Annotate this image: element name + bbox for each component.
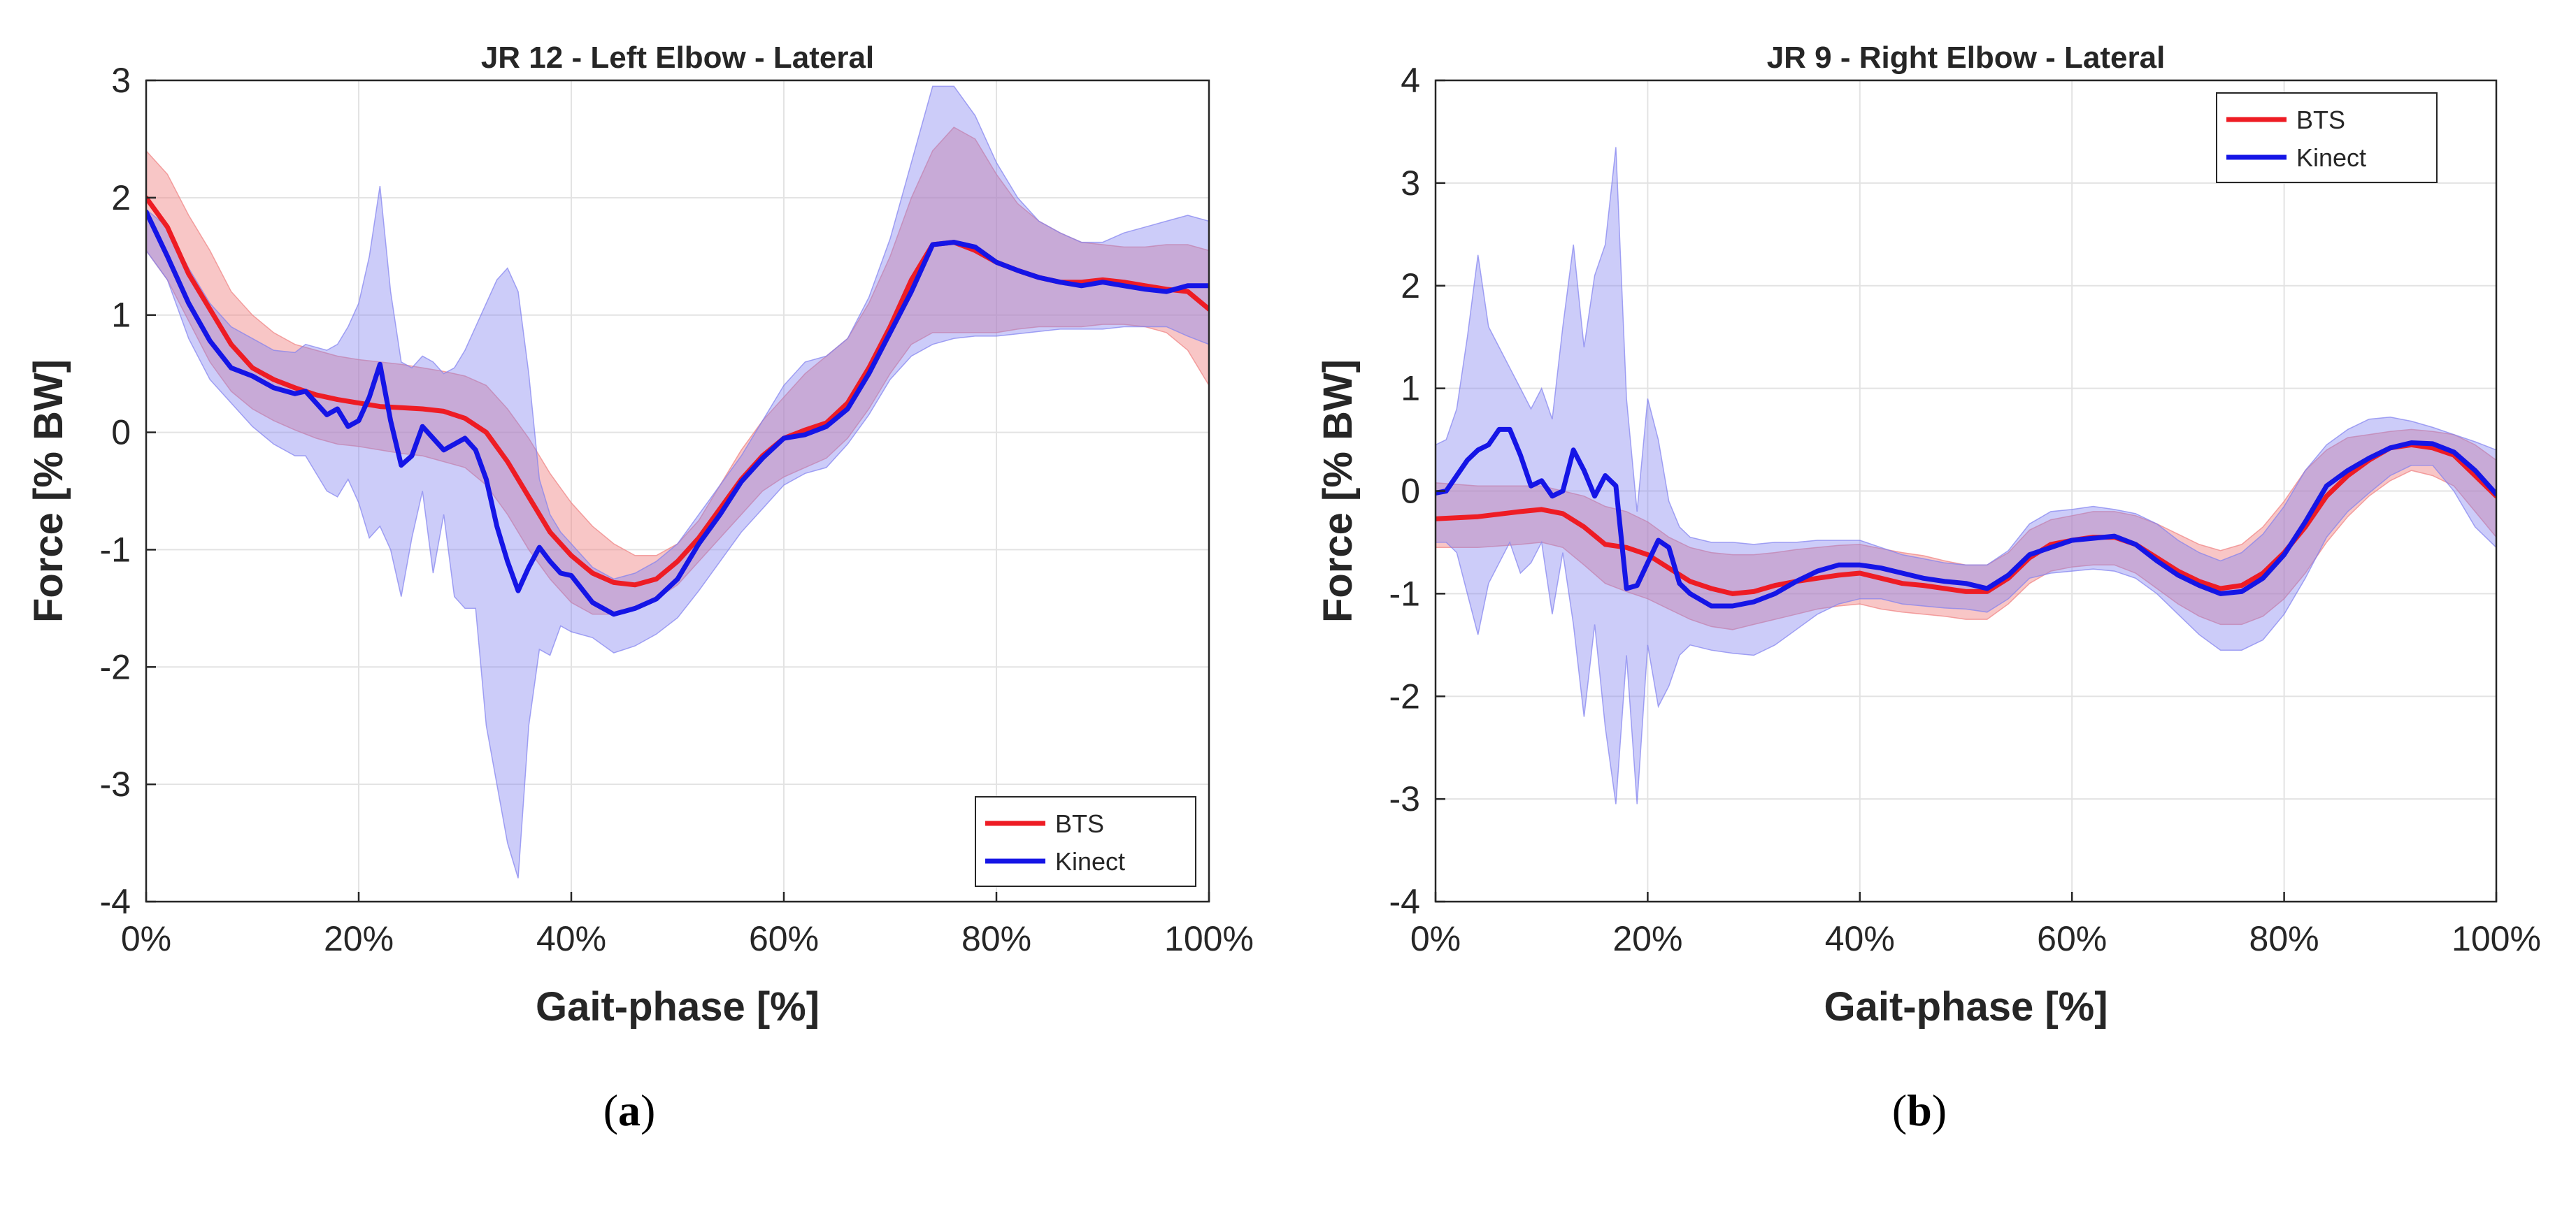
y-axis-label: Force [% BW] — [26, 359, 71, 623]
x-tick-label: 80% — [961, 919, 1031, 958]
data-layer — [1436, 147, 2496, 804]
y-tick-label: -2 — [1389, 677, 1420, 716]
x-axis-label: Gait-phase [%] — [1824, 984, 2108, 1030]
legend-label-kinect: Kinect — [1055, 847, 1125, 876]
y-tick-label: 3 — [1401, 164, 1420, 203]
legend-label-kinect: Kinect — [2296, 143, 2366, 172]
x-tick-label: 60% — [749, 919, 819, 958]
y-tick-label: -3 — [1389, 779, 1420, 818]
chart-title: JR 9 - Right Elbow - Lateral — [1767, 41, 2166, 75]
legend-box — [2216, 92, 2438, 183]
y-tick-label: 4 — [1401, 61, 1420, 100]
y-tick-label: -1 — [100, 530, 131, 569]
caption-close-paren: ) — [1932, 1085, 1947, 1135]
y-tick-label: 1 — [111, 296, 131, 335]
x-tick-label: 20% — [1612, 919, 1682, 958]
line-kinect — [1436, 426, 2496, 609]
legend: BTS Kinect — [2216, 92, 2438, 183]
x-tick-label: 40% — [1825, 919, 1895, 958]
y-tick-label: 2 — [1401, 266, 1420, 305]
legend-label-bts: BTS — [2296, 106, 2345, 134]
x-tick-label: 80% — [2249, 919, 2319, 958]
plot-area — [146, 80, 1209, 902]
band-kinect — [1436, 147, 2496, 804]
chart-title: JR 12 - Left Elbow - Lateral — [481, 41, 874, 75]
chart-panel-b: 0% 20% 40% 60% 80% 100% -4 -3 -2 -1 0 1 2 3 4 JR 9 - Ri… — [1315, 41, 2541, 1135]
legend: BTS Kinect — [975, 796, 1196, 887]
y-axis-label: Force [% BW] — [1315, 359, 1361, 623]
y-tick-label: 0 — [111, 413, 131, 452]
y-tick-label: 0 — [1401, 472, 1420, 511]
band-bts — [1436, 428, 2496, 630]
band-kinect — [146, 85, 1209, 879]
subfigure-caption: (b) — [1892, 1085, 1947, 1135]
caption-letter: b — [1907, 1085, 1932, 1135]
x-tick-label: 60% — [2037, 919, 2107, 958]
y-tick-label: -3 — [100, 765, 131, 804]
data-layer — [146, 85, 1209, 879]
y-tick-label: 3 — [111, 61, 131, 100]
y-tick-label: -4 — [100, 882, 131, 921]
chart-panel-a: 0% 20% 40% 60% 80% 100% -4 -3 -2 -1 0 1 2 3 JR 12 - Le… — [26, 41, 1254, 1135]
caption-close-paren: ) — [641, 1085, 655, 1135]
caption-open-paren: ( — [1892, 1085, 1907, 1135]
x-tick-label: 0% — [1410, 919, 1461, 958]
line-bts — [1436, 442, 2496, 596]
line-kinect — [146, 209, 1209, 617]
x-axis-label: Gait-phase [%] — [536, 984, 820, 1030]
axes-box — [145, 79, 1210, 903]
legend-box — [975, 796, 1196, 887]
y-tick-label: 1 — [1401, 369, 1420, 408]
caption-letter: a — [618, 1085, 641, 1135]
caption-open-paren: ( — [603, 1085, 618, 1135]
x-tick-label: 20% — [324, 919, 394, 958]
x-tick-label: 100% — [2452, 919, 2541, 958]
y-tick-label: -4 — [1389, 882, 1420, 921]
subfigure-caption: (a) — [603, 1085, 656, 1135]
x-tick-label: 100% — [1164, 919, 1254, 958]
x-tick-label: 0% — [121, 919, 171, 958]
y-tick-label: 2 — [111, 178, 131, 217]
y-tick-label: -1 — [1389, 574, 1420, 613]
x-tick-label: 40% — [536, 919, 606, 958]
legend-label-bts: BTS — [1055, 809, 1104, 838]
y-tick-label: -2 — [100, 647, 131, 686]
